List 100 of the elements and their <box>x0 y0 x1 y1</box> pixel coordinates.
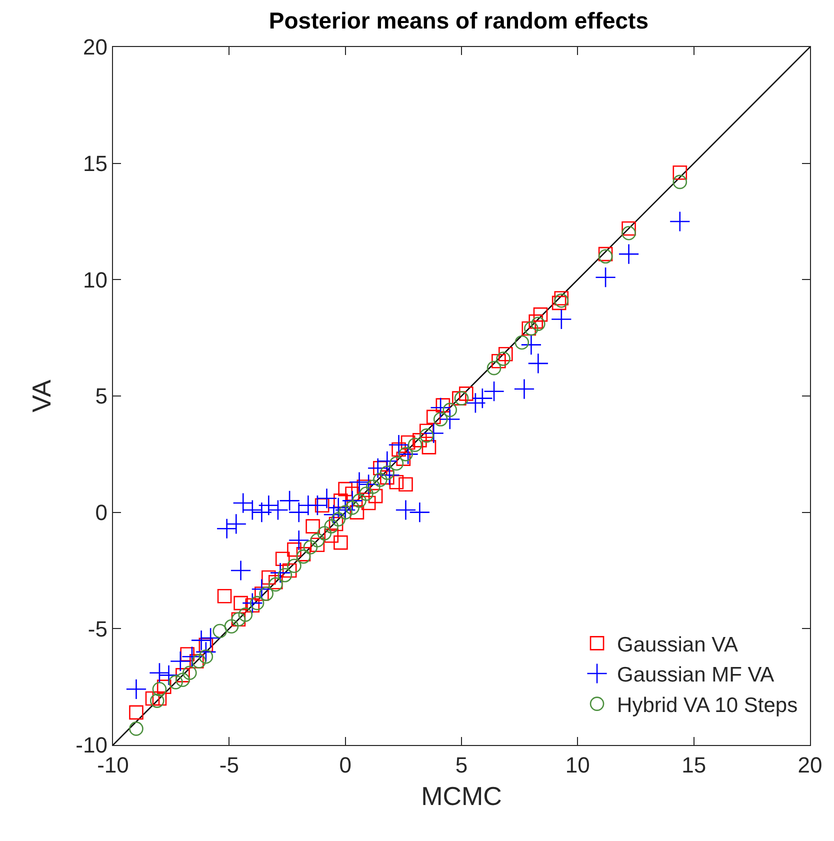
legend-label: Hybrid VA 10 Steps <box>617 694 798 717</box>
point <box>472 388 493 409</box>
point <box>314 498 330 512</box>
point <box>212 624 228 638</box>
point <box>426 410 441 424</box>
legend-label: Gaussian MF VA <box>617 664 774 687</box>
point <box>669 211 690 232</box>
point <box>352 494 366 508</box>
point <box>398 477 413 492</box>
point <box>595 266 616 288</box>
point <box>170 650 191 672</box>
point <box>226 514 247 534</box>
point <box>242 592 263 614</box>
point <box>359 486 374 501</box>
point <box>409 502 430 523</box>
point <box>254 586 269 601</box>
point <box>251 578 272 600</box>
point <box>356 480 372 494</box>
point <box>533 307 548 322</box>
point <box>245 598 260 613</box>
point <box>303 540 318 554</box>
point <box>379 464 400 486</box>
point <box>216 518 238 540</box>
point <box>436 398 450 412</box>
point <box>129 705 144 720</box>
x-tick-label: -5 <box>219 752 239 778</box>
point <box>400 435 416 450</box>
chart-title: Posterior means of random effects <box>268 8 649 34</box>
point <box>323 504 344 526</box>
point <box>373 472 388 487</box>
x-tick-label: 20 <box>798 752 822 778</box>
point <box>198 638 214 652</box>
point <box>528 352 549 374</box>
point <box>496 352 510 366</box>
y-tick-label: 10 <box>82 267 108 292</box>
point <box>380 470 394 485</box>
point <box>368 488 383 504</box>
point <box>310 538 325 552</box>
point <box>259 586 274 601</box>
point <box>392 442 406 457</box>
point <box>486 360 502 376</box>
point <box>433 412 448 426</box>
point <box>334 535 348 550</box>
point <box>192 654 206 668</box>
point <box>149 662 170 684</box>
point <box>324 528 339 543</box>
point <box>275 552 290 566</box>
point <box>258 494 280 516</box>
point <box>331 512 346 526</box>
point <box>492 354 506 368</box>
point <box>398 447 413 462</box>
point <box>531 316 546 332</box>
point <box>150 694 164 708</box>
point <box>464 392 486 414</box>
point <box>358 474 380 495</box>
point <box>270 562 291 584</box>
point <box>454 391 469 406</box>
point <box>152 682 167 696</box>
point <box>251 502 272 523</box>
point <box>367 458 388 479</box>
point <box>324 519 339 534</box>
point <box>230 560 252 581</box>
point <box>380 466 394 480</box>
y-tick-label: -10 <box>76 732 108 758</box>
point <box>278 568 292 582</box>
point <box>345 500 360 515</box>
point <box>442 402 458 418</box>
point <box>234 596 248 610</box>
point <box>156 680 172 694</box>
point <box>310 533 325 548</box>
point <box>528 314 543 329</box>
point <box>168 675 183 690</box>
point <box>190 630 212 651</box>
point <box>145 691 160 706</box>
point <box>268 500 288 520</box>
point <box>298 494 319 516</box>
point <box>672 165 688 180</box>
point <box>672 174 688 190</box>
point <box>288 530 310 551</box>
y-tick-label: 5 <box>95 384 108 409</box>
point <box>287 542 302 557</box>
point <box>200 628 222 648</box>
point <box>306 519 320 534</box>
point <box>412 433 427 448</box>
point <box>198 649 214 664</box>
point <box>176 668 190 682</box>
point <box>361 496 376 510</box>
point <box>287 558 302 573</box>
point <box>334 500 356 520</box>
x-tick-label: 5 <box>455 752 468 778</box>
x-axis-title: MCMC <box>421 781 502 812</box>
point <box>250 596 264 610</box>
point <box>328 516 344 532</box>
point <box>452 391 466 406</box>
point <box>622 221 636 236</box>
x-tick-label: 10 <box>565 752 590 778</box>
x-tick-label: 15 <box>682 752 706 778</box>
y-axis-title: VA <box>26 378 57 412</box>
y-tick-label: -5 <box>88 616 108 642</box>
point <box>152 691 167 706</box>
